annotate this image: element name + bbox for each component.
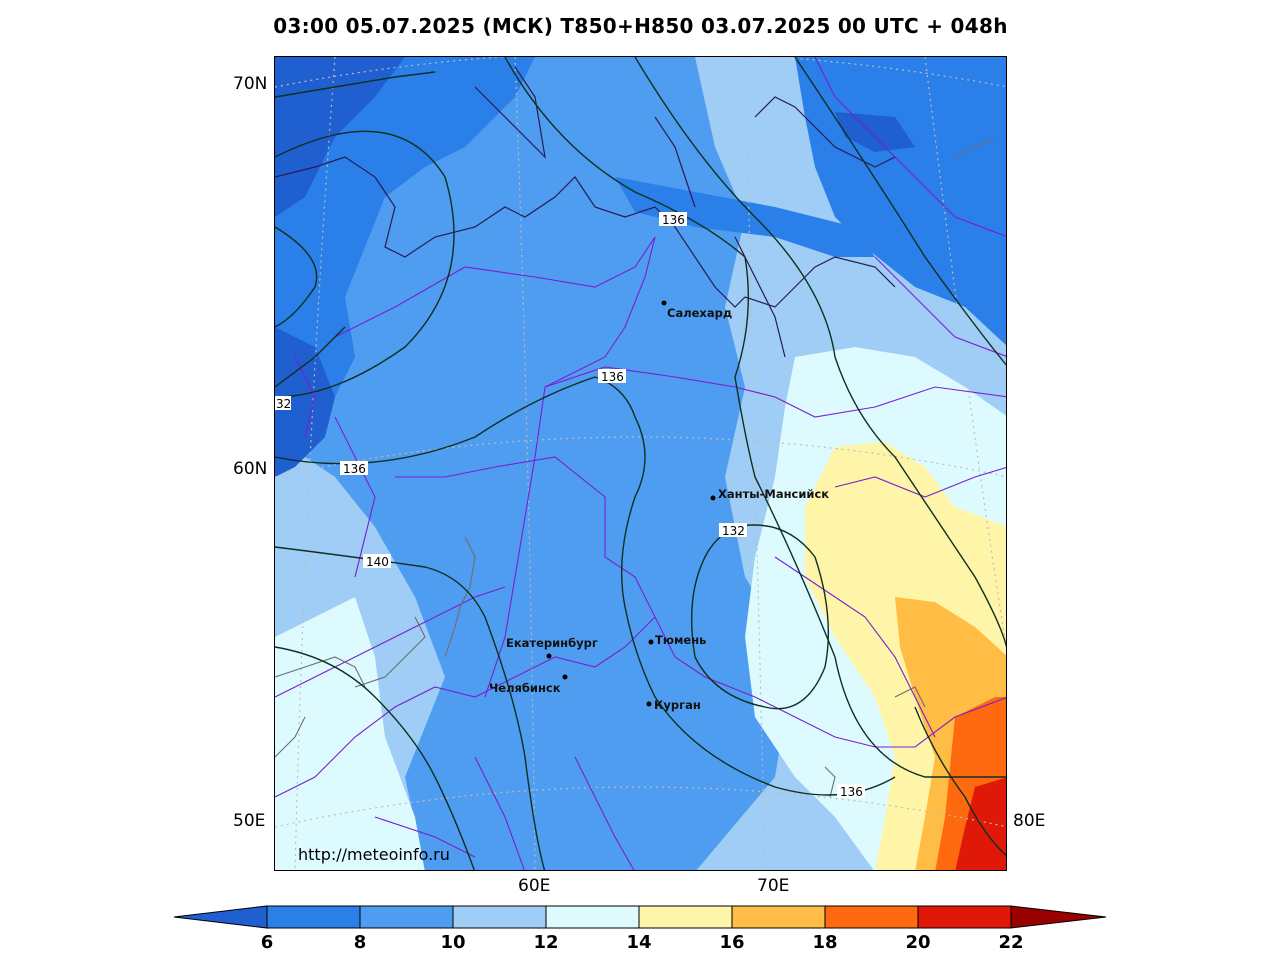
contour-label-7: 32 <box>275 396 291 411</box>
colorbar-tick-10: 10 <box>440 932 466 953</box>
colorbar-tick-8: 8 <box>353 932 367 953</box>
field-8-10 <box>275 57 795 870</box>
svg-text:136: 136 <box>662 213 685 227</box>
city-marker <box>546 653 552 659</box>
city-salekhard: Салехард <box>661 300 732 320</box>
field-12-14-sw <box>275 597 425 870</box>
colorbar-12-14 <box>545 905 640 929</box>
colorbar-below <box>173 905 268 929</box>
lat-label-70n: 70N <box>233 74 268 94</box>
city-marker <box>661 300 667 306</box>
city-marker <box>648 639 654 645</box>
lon-label-50e: 50E <box>233 811 266 831</box>
svg-text:Салехард: Салехард <box>667 306 732 320</box>
field-6-8-nw <box>275 57 535 437</box>
city-khanty-mansiysk: Ханты-Мансийск <box>710 487 829 501</box>
contour-label-6: 136 <box>837 784 865 799</box>
graticule <box>275 57 1006 870</box>
city-chelyabinsk: Челябинск <box>489 674 568 695</box>
svg-text:32: 32 <box>276 397 291 411</box>
contour-label-1: 136 <box>659 212 687 227</box>
svg-text:Тюмень: Тюмень <box>655 633 706 647</box>
temperature-map: 136 136 136 140 132 136 32 Салеха <box>275 57 1006 870</box>
colorbar-8-10 <box>359 905 454 929</box>
svg-text:136: 136 <box>840 785 863 799</box>
colorbar-tick-6: 6 <box>260 932 274 953</box>
colorbar-18-20 <box>824 905 919 929</box>
lon-label-70e: 70E <box>757 876 790 896</box>
colorbar-16-18 <box>731 905 826 929</box>
colorbar-10-12 <box>452 905 547 929</box>
field-6-8-n <box>615 177 875 257</box>
colorbar-6-8 <box>266 905 361 929</box>
colorbar <box>173 905 1107 929</box>
colorbar-tick-18: 18 <box>812 932 838 953</box>
source-url: http://meteoinfo.ru <box>298 845 450 864</box>
field-below-6-nw <box>275 57 405 217</box>
lat-label-60n: 60N <box>233 459 268 479</box>
city-tyumen: Тюмень <box>648 633 706 647</box>
contour-label-2: 136 <box>598 369 626 384</box>
svg-text:132: 132 <box>722 524 745 538</box>
svg-text:136: 136 <box>343 462 366 476</box>
city-marker <box>562 674 568 680</box>
city-yekaterinburg: Екатеринбург <box>506 636 598 659</box>
contour-label-5: 132 <box>719 523 747 538</box>
colorbar-tick-16: 16 <box>719 932 745 953</box>
colorbar-20-22 <box>917 905 1012 929</box>
svg-text:Екатеринбург: Екатеринбург <box>506 636 598 650</box>
field-below-6-ne <box>835 112 915 152</box>
svg-text:Челябинск: Челябинск <box>489 681 561 695</box>
svg-text:136: 136 <box>601 370 624 384</box>
field-below-6-w <box>275 327 335 477</box>
map-panel: 136 136 136 140 132 136 32 Салеха <box>274 56 1007 871</box>
colorbar-tick-22: 22 <box>998 932 1024 953</box>
svg-text:Курган: Курган <box>654 698 701 712</box>
colorbar-tick-14: 14 <box>626 932 652 953</box>
lon-label-60e: 60E <box>518 876 551 896</box>
svg-text:140: 140 <box>366 555 389 569</box>
contour-label-3: 136 <box>340 461 368 476</box>
city-kurgan: Курган <box>646 698 701 712</box>
city-marker <box>710 495 716 501</box>
lon-label-80e: 80E <box>1013 811 1046 831</box>
svg-text:Ханты-Мансийск: Ханты-Мансийск <box>718 487 829 501</box>
colorbar-above <box>1010 905 1107 929</box>
colorbar-14-16 <box>638 905 733 929</box>
map-title: 03:00 05.07.2025 (МСК) T850+H850 03.07.2… <box>273 14 1008 38</box>
rivers <box>275 136 996 798</box>
contour-label-4: 140 <box>363 554 391 569</box>
colorbar-tick-20: 20 <box>905 932 931 953</box>
city-marker <box>646 701 652 707</box>
contours <box>275 57 1006 870</box>
colorbar-tick-12: 12 <box>533 932 559 953</box>
